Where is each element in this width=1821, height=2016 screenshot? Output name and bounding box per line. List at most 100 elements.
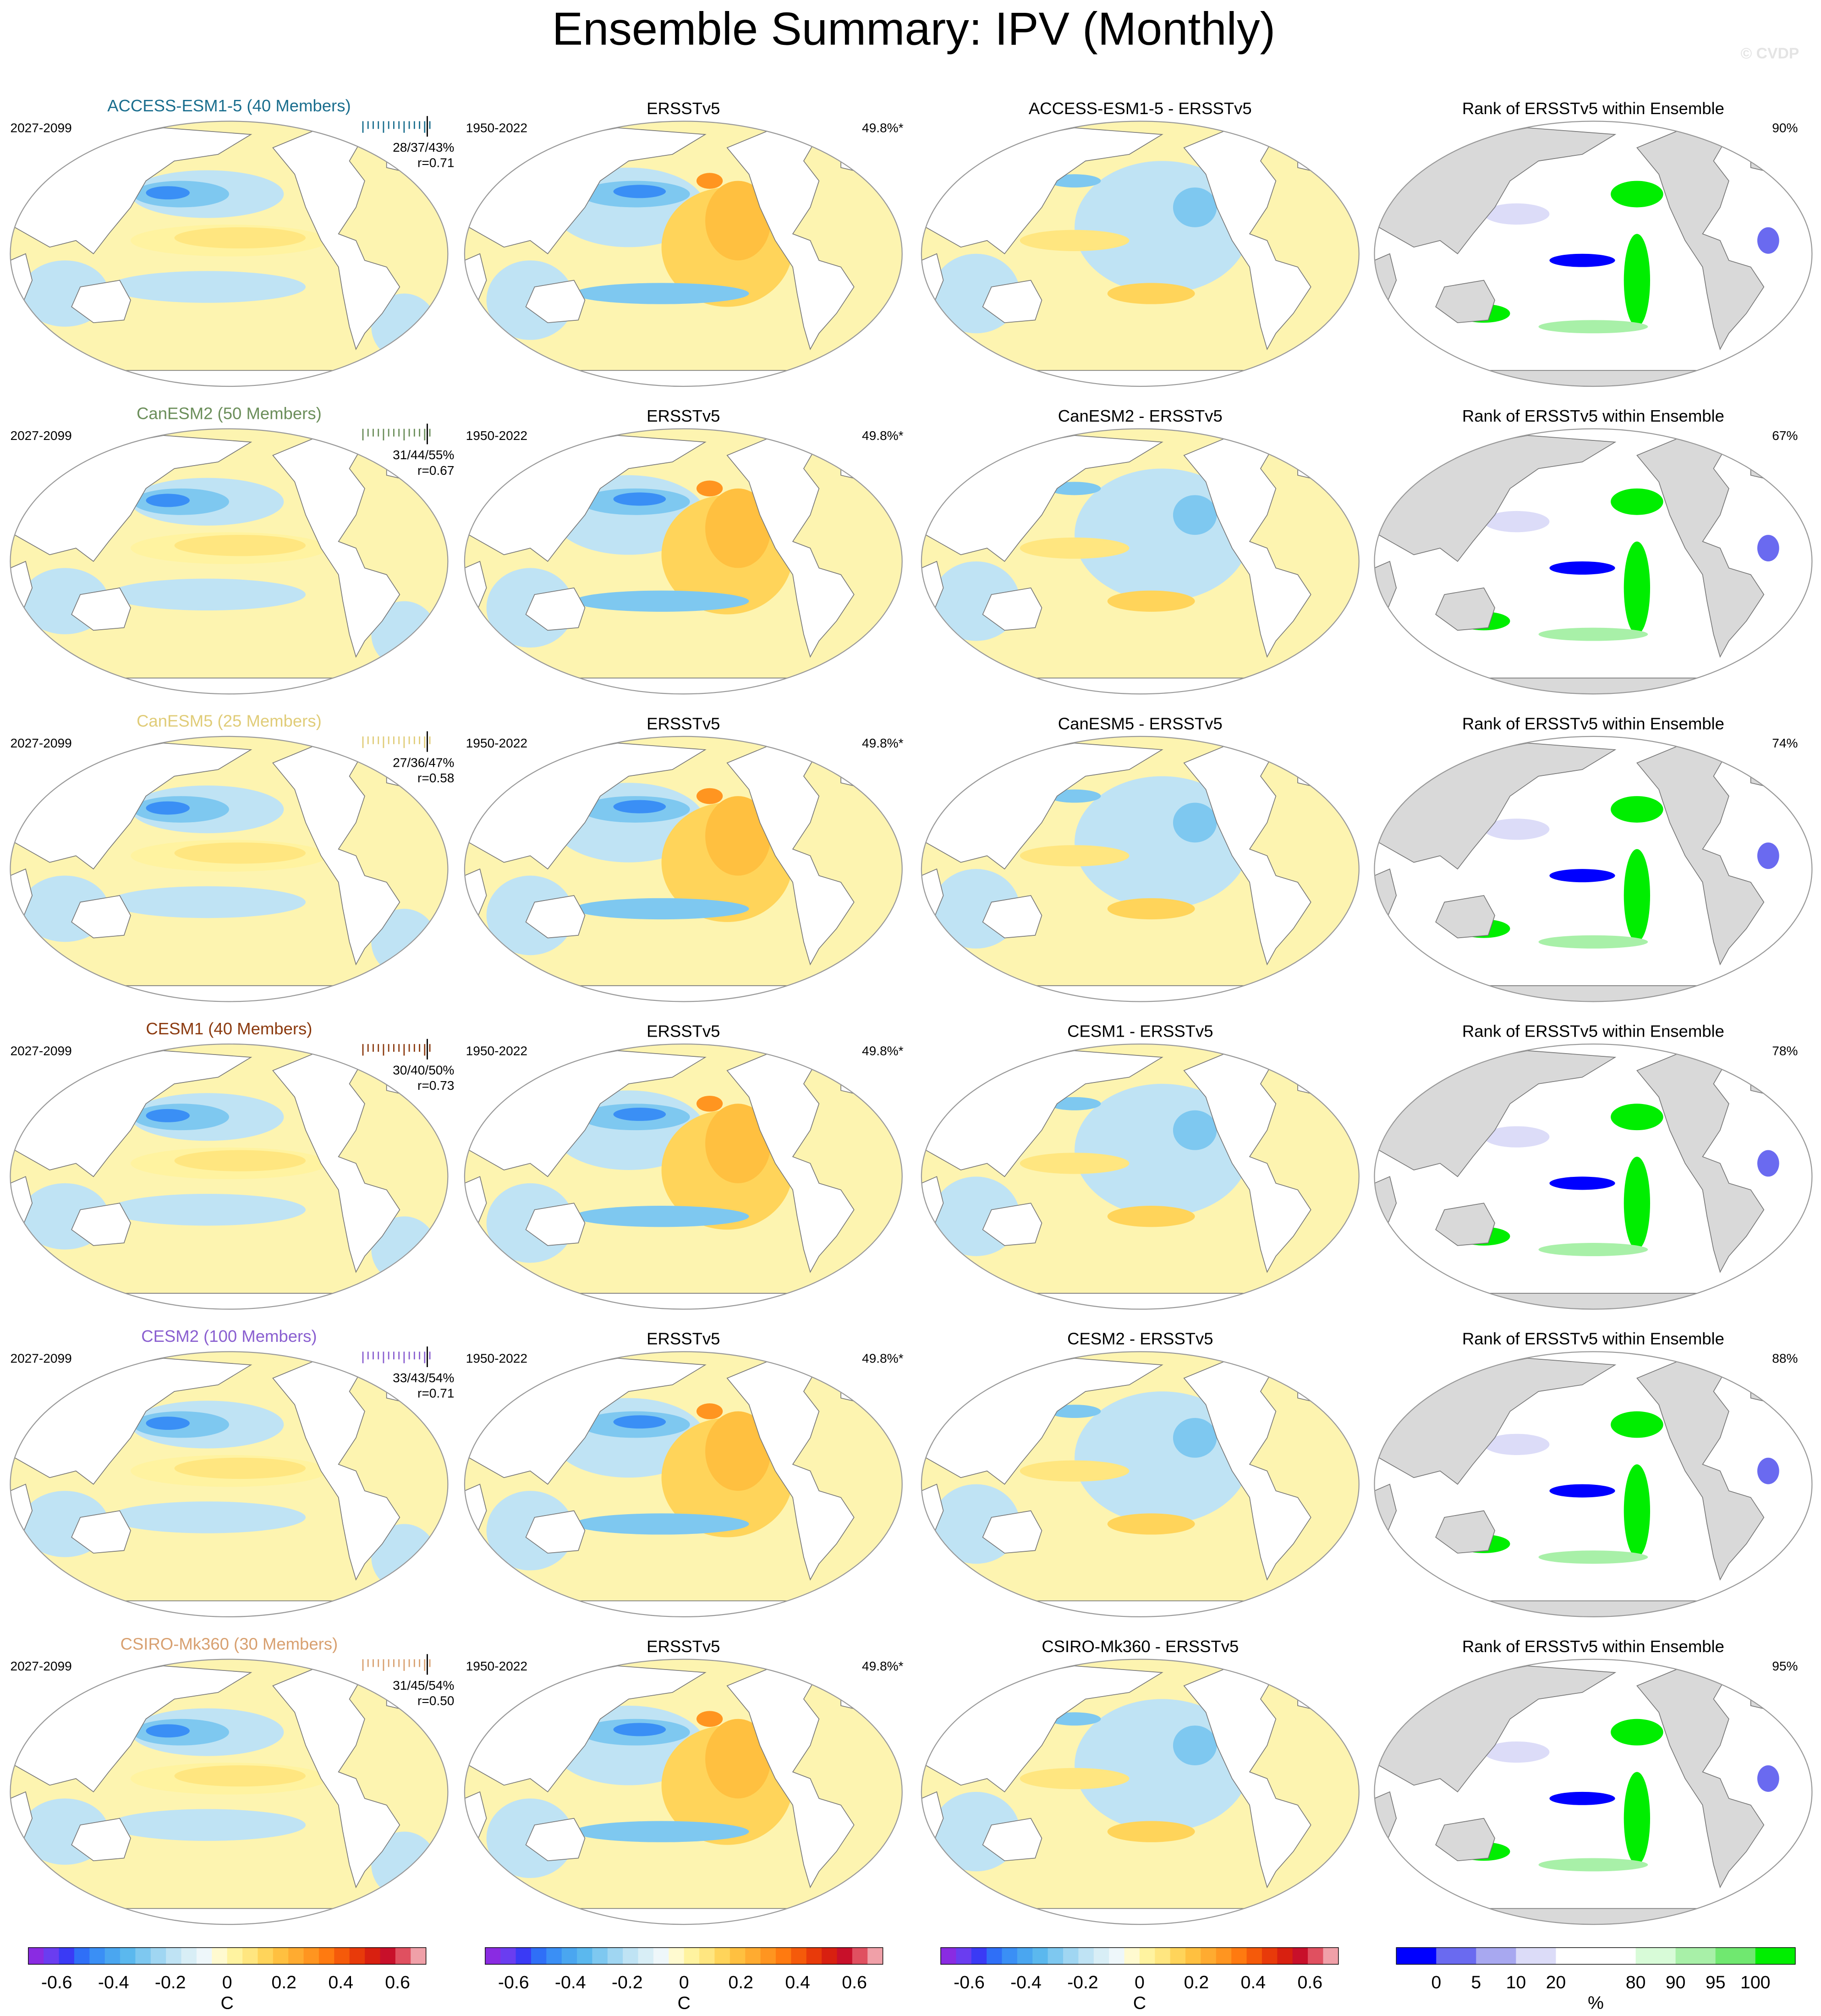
colorbar-box xyxy=(714,1947,730,1965)
obs-period: 1950-2022 xyxy=(466,428,527,443)
land xyxy=(1183,127,1311,351)
land xyxy=(1435,1510,1495,1554)
field-patch xyxy=(574,1821,749,1842)
land xyxy=(1396,370,1790,387)
map-border xyxy=(921,1351,1360,1618)
stats: 27/36/47% xyxy=(393,755,454,769)
map-border xyxy=(464,1659,903,1925)
field-patch xyxy=(1484,1126,1550,1148)
map-panel xyxy=(464,121,902,387)
land xyxy=(982,1510,1042,1554)
field-patch xyxy=(574,1206,749,1227)
land xyxy=(840,1678,881,1713)
colorbar-box xyxy=(1262,1947,1278,1965)
colorbar-box xyxy=(1675,1947,1716,1965)
land xyxy=(726,435,855,658)
map-panel xyxy=(464,428,902,694)
colorbar-box xyxy=(546,1947,562,1965)
land xyxy=(71,895,131,939)
field-patch xyxy=(705,1104,771,1183)
field-patch xyxy=(1757,1457,1779,1484)
land xyxy=(943,985,1338,1002)
colorbar-tick-label: 0.6 xyxy=(385,1972,410,1993)
colorbar-unit: C xyxy=(1133,1993,1146,2013)
land xyxy=(32,1908,426,1925)
colorbar-box xyxy=(806,1947,822,1965)
colorbar-box xyxy=(791,1947,807,1965)
model-title: ACCESS-ESM1-5 (40 Members) xyxy=(107,96,351,115)
diff-title: ACCESS-ESM1-5 - ERSSTv5 xyxy=(1029,99,1252,118)
land xyxy=(32,677,426,694)
land xyxy=(1750,1678,1791,1713)
map-panel xyxy=(1374,428,1812,694)
colorbar-box xyxy=(334,1947,350,1965)
land xyxy=(1636,127,1765,351)
obs-percent: 49.8%* xyxy=(862,121,904,135)
colorbar-box xyxy=(1635,1947,1676,1965)
land xyxy=(1396,985,1790,1002)
diff-title: CESM2 - ERSSTv5 xyxy=(1067,1329,1213,1348)
obs-period: 1950-2022 xyxy=(466,736,527,750)
colorbar-box xyxy=(395,1947,411,1965)
rank-title: Rank of ERSSTv5 within Ensemble xyxy=(1462,1022,1724,1041)
land xyxy=(525,280,586,324)
colorbar-box xyxy=(288,1947,304,1965)
land xyxy=(840,1063,881,1098)
land xyxy=(982,1203,1042,1246)
land xyxy=(1435,280,1495,324)
colorbar-box xyxy=(1556,1947,1596,1965)
field-patch xyxy=(109,1809,306,1841)
field-patch xyxy=(1020,230,1130,251)
figure-title: Ensemble Summary: IPV (Monthly) xyxy=(552,3,1276,55)
colorbar-box xyxy=(349,1947,365,1965)
land xyxy=(71,1818,131,1862)
rank-percent: 90% xyxy=(1772,121,1798,135)
map-border xyxy=(10,736,449,1002)
colorbar-box xyxy=(684,1947,700,1965)
field-patch xyxy=(696,788,723,804)
colorbar-box xyxy=(1231,1947,1247,1965)
obs-period: 1950-2022 xyxy=(466,1351,527,1366)
field-patch xyxy=(1757,1150,1779,1177)
map-border xyxy=(10,428,449,695)
land xyxy=(272,127,400,351)
field-patch xyxy=(613,1723,666,1736)
field-patch xyxy=(1484,203,1550,225)
field-patch xyxy=(146,1724,190,1738)
land xyxy=(1750,1371,1791,1406)
colorbar-tick-label: 90 xyxy=(1666,1972,1686,1993)
map-panel xyxy=(921,1659,1359,1925)
colorbar-box xyxy=(318,1947,335,1965)
rank-percent: 67% xyxy=(1772,428,1798,443)
colorbar-box xyxy=(411,1947,427,1965)
colorbar-box xyxy=(867,1947,883,1965)
colorbar-tick-label: 0.4 xyxy=(785,1972,810,1993)
field-patch xyxy=(1624,849,1651,942)
model-title: CSIRO-Mk360 (30 Members) xyxy=(121,1634,338,1653)
colorbar-box xyxy=(1277,1947,1293,1965)
colorbar-box xyxy=(745,1947,761,1965)
land xyxy=(272,1665,400,1889)
colorbar-frame xyxy=(940,1947,1339,1965)
land xyxy=(525,587,586,631)
field-patch xyxy=(1611,1104,1663,1131)
pattern-correlation: r=0.71 xyxy=(417,1386,454,1400)
land xyxy=(1396,1600,1790,1617)
colorbar-box xyxy=(74,1947,90,1965)
field-patch xyxy=(174,227,306,249)
field-patch xyxy=(705,181,771,261)
obs-percent: 49.8%* xyxy=(862,1659,904,1673)
field-patch xyxy=(1020,537,1130,559)
colorbar-box xyxy=(531,1947,547,1965)
land xyxy=(1297,1063,1338,1098)
land xyxy=(1435,587,1495,631)
obs-period: 1950-2022 xyxy=(466,121,527,135)
field-patch xyxy=(1538,1550,1648,1564)
map-border xyxy=(464,736,903,1002)
field-patch xyxy=(1624,234,1651,327)
field-patch xyxy=(1484,1434,1550,1455)
field-patch xyxy=(696,173,723,189)
colorbar-box xyxy=(1516,1947,1557,1965)
colorbar-box xyxy=(89,1947,105,1965)
